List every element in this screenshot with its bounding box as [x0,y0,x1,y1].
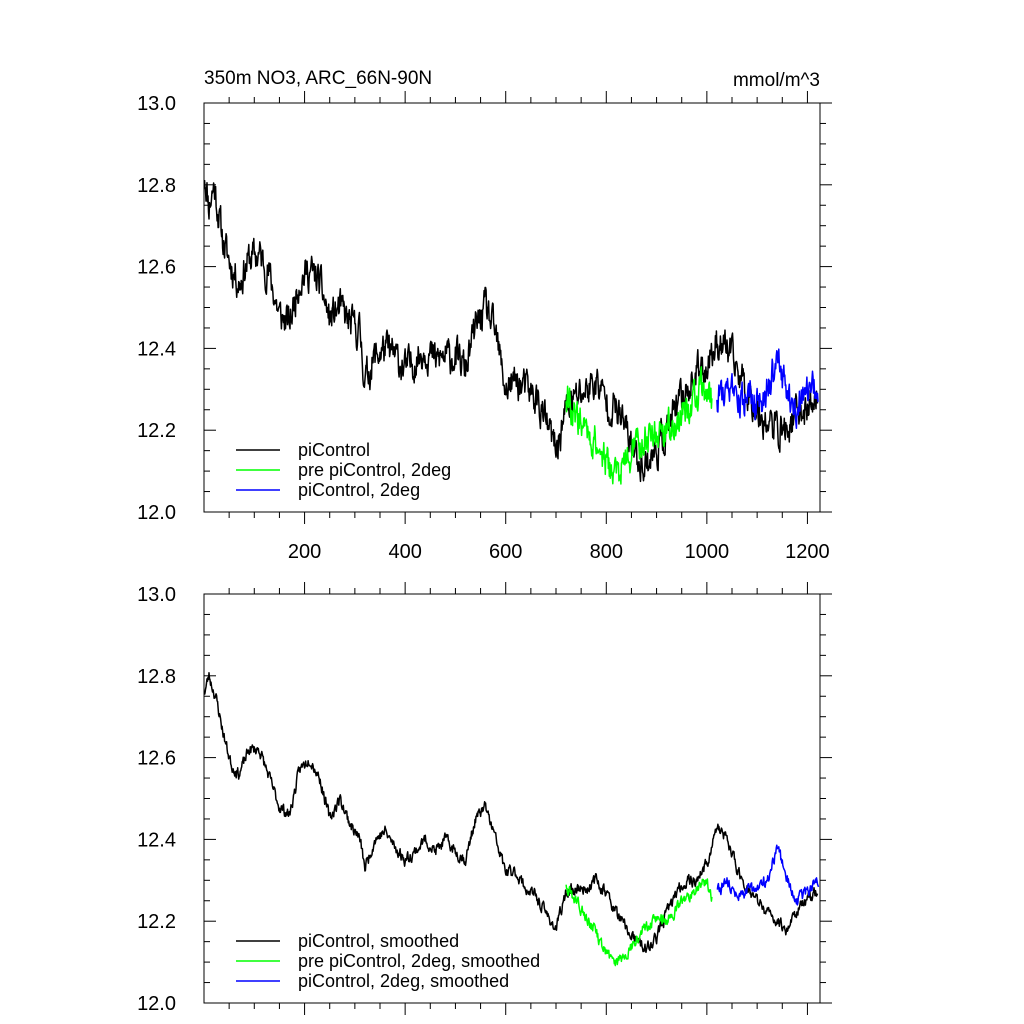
x-tick-label: 600 [489,541,522,563]
series-line-2 [565,366,713,485]
y-tick-label: 12.0 [137,993,176,1015]
series-line-1 [203,179,819,483]
legend-label: pre piControl, 2deg, smoothed [298,951,540,971]
y-tick-label: 12.8 [137,666,176,688]
y-tick-label: 12.4 [137,338,176,360]
x-tick-label: 400 [388,541,421,563]
y-tick-label: 13.0 [137,584,176,606]
top-panel-title: 350m NO3, ARC_66N-90N [204,68,432,89]
legend-label: pre piControl, 2deg [298,460,451,480]
y-tick-label: 12.4 [137,829,176,851]
legend-label: piControl [298,440,370,460]
y-tick-label: 12.6 [137,257,176,279]
x-tick-label: 1000 [685,541,730,563]
y-tick-label: 12.0 [137,502,176,524]
legend-label: piControl, 2deg [298,480,420,500]
legend-label: piControl, smoothed [298,931,459,951]
series-line-3 [716,348,819,430]
x-tick-label: 800 [590,541,623,563]
top-panel: 350m NO3, ARC_66N-90N mmol/m^3 200 400 600… [137,68,832,563]
y-tick-label: 12.2 [137,420,176,442]
legend-label: piControl, 2deg, smoothed [298,971,509,991]
bottom-panel: 12.0 12.2 12.4 12.6 12.8 13.0 piControl, smoot… [137,582,832,1015]
top-panel-units: mmol/m^3 [733,70,820,91]
series-line-3 [716,844,820,906]
y-tick-label: 12.8 [137,175,176,197]
series-line-2 [565,878,713,967]
x-tick-label: 200 [288,541,321,563]
series-line-1 [203,672,819,954]
y-tick-label: 13.0 [137,93,176,115]
x-tick-label: 1200 [785,541,830,563]
y-tick-label: 12.2 [137,911,176,933]
y-tick-label: 12.6 [137,748,176,770]
